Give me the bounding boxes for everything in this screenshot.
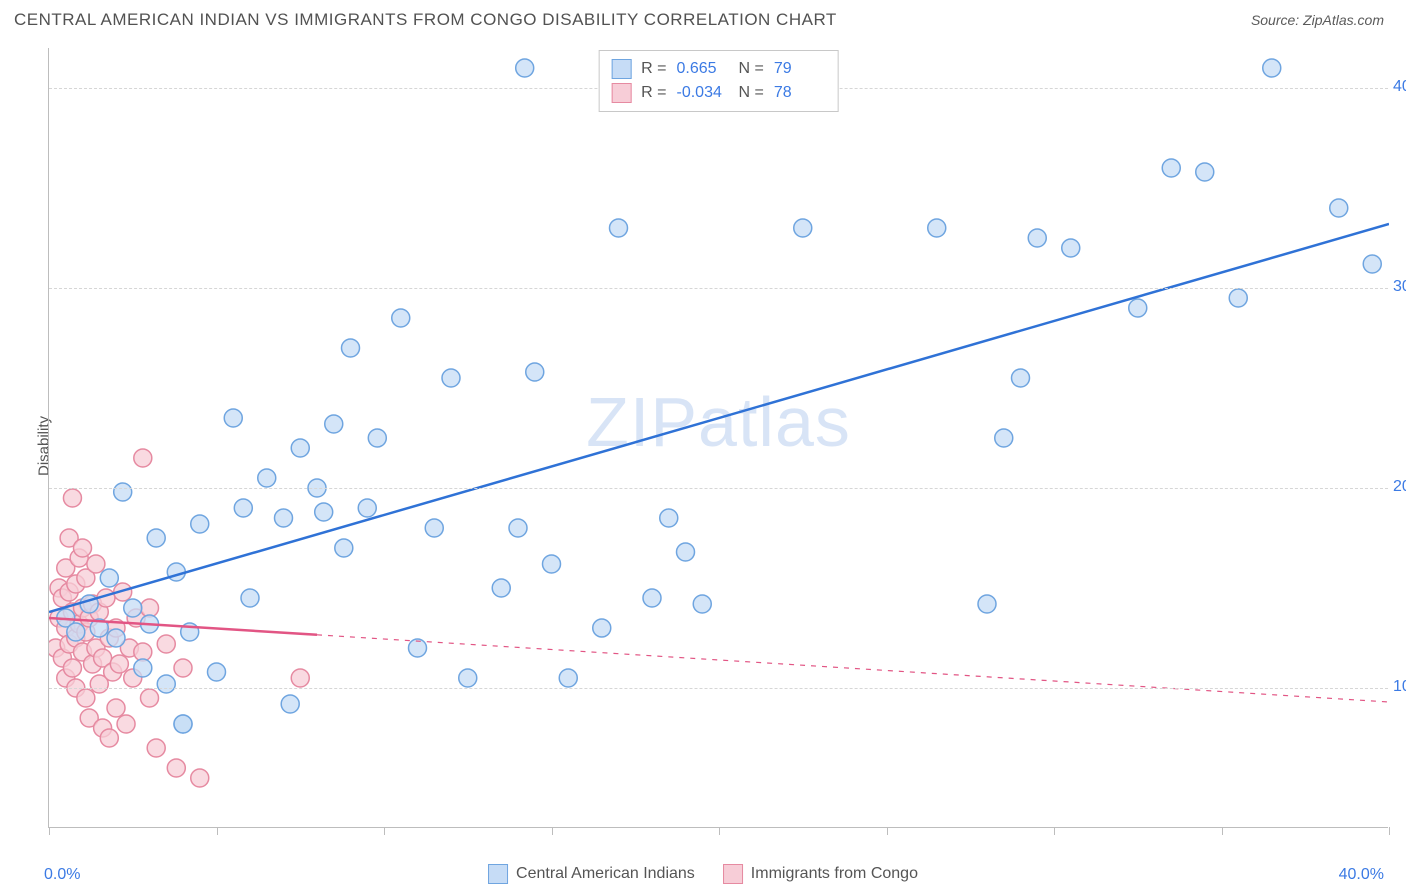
chart-title: CENTRAL AMERICAN INDIAN VS IMMIGRANTS FR… <box>14 10 837 30</box>
y-tick-label: 10.0% <box>1393 678 1406 696</box>
x-tick <box>384 827 385 835</box>
legend-label: Central American Indians <box>516 865 695 883</box>
legend-swatch-icon <box>488 864 508 884</box>
legend-swatch-icon <box>611 59 631 79</box>
x-tick <box>552 827 553 835</box>
r-label: R = <box>641 60 666 78</box>
series-legend: Central American Indians Immigrants from… <box>488 864 918 884</box>
source-label: Source: <box>1251 12 1299 28</box>
legend-item-series-1: Immigrants from Congo <box>723 864 918 884</box>
source-value: ZipAtlas.com <box>1303 12 1384 28</box>
x-tick <box>49 827 50 835</box>
title-bar: CENTRAL AMERICAN INDIAN VS IMMIGRANTS FR… <box>0 0 1406 40</box>
correlation-legend: R = 0.665 N = 79 R = -0.034 N = 78 <box>598 50 839 112</box>
n-label: N = <box>739 60 764 78</box>
x-tick <box>719 827 720 835</box>
n-value: 78 <box>774 84 826 102</box>
r-value: -0.034 <box>677 84 729 102</box>
chart-area: ZIPatlas R = 0.665 N = 79 R = -0.034 N =… <box>48 48 1388 828</box>
gridline <box>49 288 1388 289</box>
x-tick <box>1389 827 1390 835</box>
x-axis-min-label: 0.0% <box>44 866 80 884</box>
x-tick <box>1222 827 1223 835</box>
r-value: 0.665 <box>677 60 729 78</box>
y-tick-label: 20.0% <box>1393 478 1406 496</box>
legend-item-series-0: Central American Indians <box>488 864 695 884</box>
scatter-plot-svg <box>49 48 1389 828</box>
n-label: N = <box>739 84 764 102</box>
source-attribution: Source: ZipAtlas.com <box>1251 12 1384 28</box>
gridline <box>49 488 1388 489</box>
legend-swatch-icon <box>723 864 743 884</box>
x-tick <box>217 827 218 835</box>
r-label: R = <box>641 84 666 102</box>
y-tick-label: 30.0% <box>1393 278 1406 296</box>
x-tick <box>1054 827 1055 835</box>
x-axis-max-label: 40.0% <box>1339 866 1384 884</box>
gridline <box>49 688 1388 689</box>
n-value: 79 <box>774 60 826 78</box>
legend-label: Immigrants from Congo <box>751 865 918 883</box>
legend-row-series-1: R = -0.034 N = 78 <box>611 81 826 105</box>
legend-row-series-0: R = 0.665 N = 79 <box>611 57 826 81</box>
legend-swatch-icon <box>611 83 631 103</box>
x-tick <box>887 827 888 835</box>
y-tick-label: 40.0% <box>1393 78 1406 96</box>
